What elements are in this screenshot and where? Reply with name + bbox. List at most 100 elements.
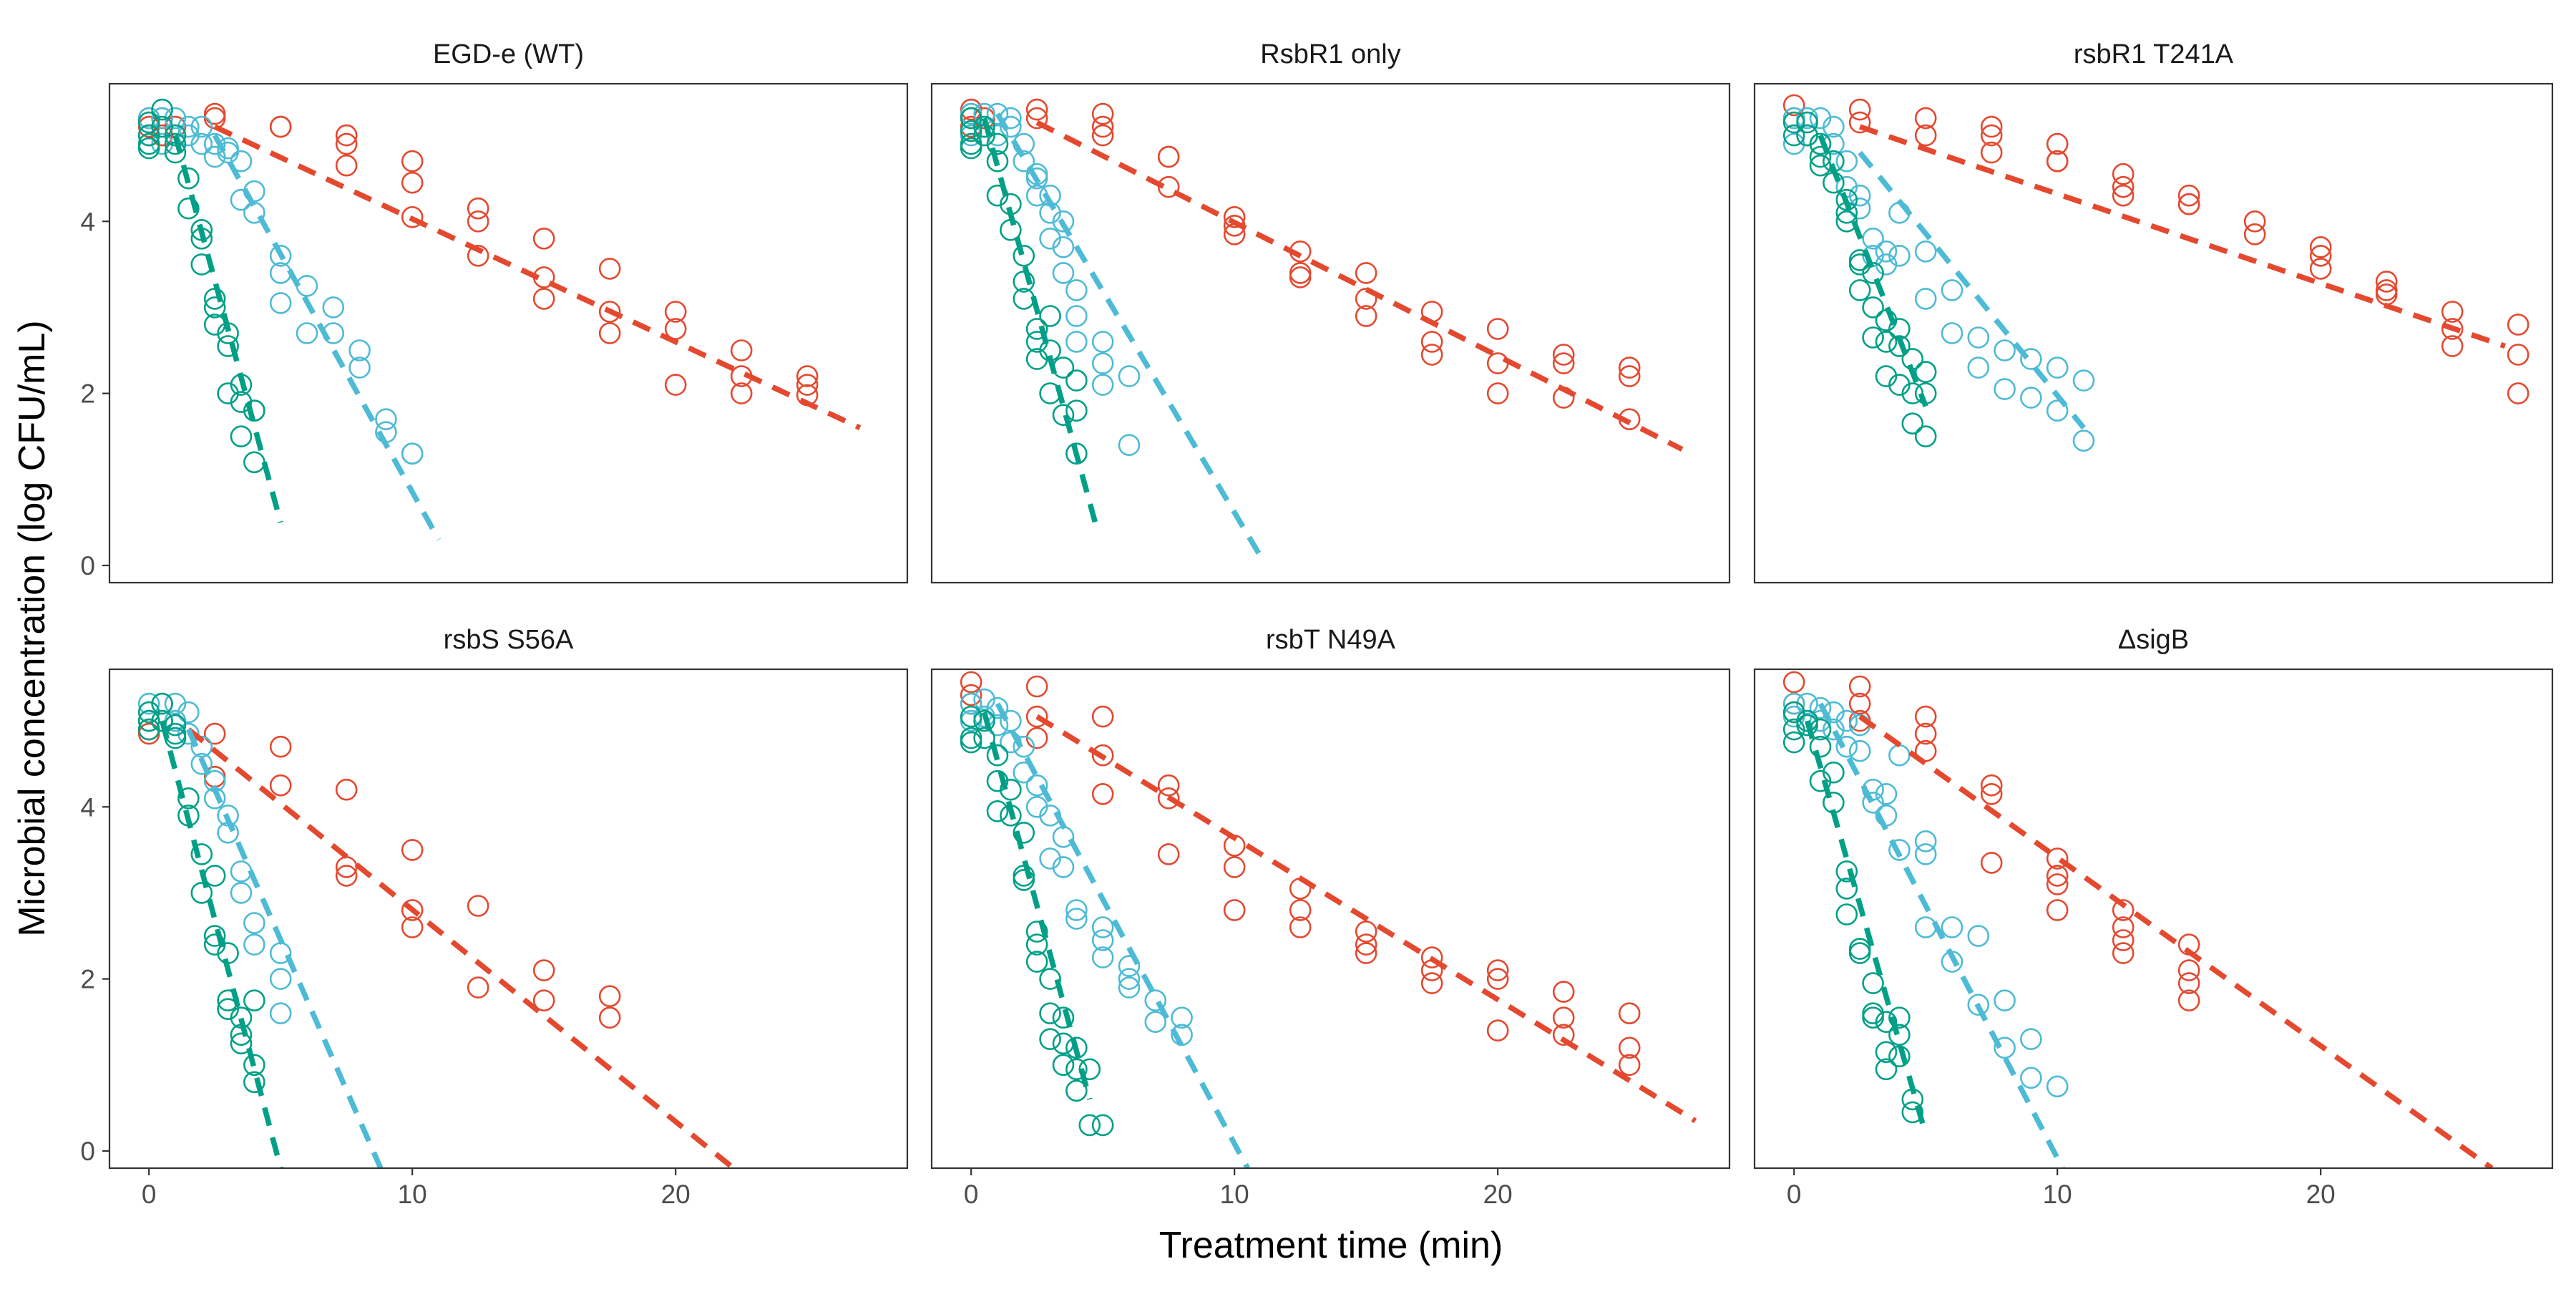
data-point-red: [1420, 946, 1443, 968]
data-point-blue: [1118, 434, 1141, 457]
data-point-green: [1888, 1045, 1911, 1068]
data-point-blue: [1848, 739, 1871, 762]
data-point-blue: [1091, 374, 1114, 396]
data-point-blue: [190, 752, 213, 775]
panel-border: [1753, 668, 2554, 1170]
fit-line-blue: [995, 112, 1264, 558]
data-point-green: [1013, 869, 1035, 891]
data-point-green: [1065, 399, 1088, 422]
data-point-green: [1875, 1041, 1898, 1064]
x-tick-label: 20: [1483, 1180, 1513, 1209]
data-point-red: [2177, 959, 2200, 981]
data-point-red: [1980, 774, 2003, 797]
data-point-green: [1025, 951, 1048, 973]
data-point-blue: [401, 442, 424, 465]
data-point-red: [1618, 1054, 1641, 1077]
data-point-blue: [1914, 288, 1937, 310]
data-point-red: [2177, 193, 2200, 215]
y-tick-label: 0: [80, 1137, 95, 1166]
data-point-green: [1823, 761, 1845, 784]
data-point-green: [1835, 860, 1858, 883]
fit-line-red: [1035, 714, 1697, 1124]
data-point-green: [960, 731, 982, 754]
data-point-green: [177, 197, 200, 220]
data-point-red: [335, 132, 358, 155]
data-point-blue: [1848, 184, 1871, 207]
data-point-red: [467, 976, 489, 999]
fit-line-blue: [212, 134, 441, 541]
data-point-red: [1552, 981, 1575, 1003]
panel-data: [1782, 671, 2494, 1168]
data-point-red: [2507, 382, 2529, 404]
data-point-green: [243, 1071, 265, 1094]
data-point-red: [1289, 916, 1312, 938]
panel-data: [960, 98, 1684, 558]
data-point-green: [137, 709, 160, 732]
data-point-green: [1809, 735, 1832, 758]
data-point-blue: [322, 296, 345, 319]
data-point-blue: [1118, 968, 1141, 990]
data-point-blue: [269, 968, 292, 990]
data-point-blue: [177, 701, 200, 724]
data-point-red: [1091, 115, 1114, 138]
data-point-green: [230, 425, 253, 448]
data-point-red: [2046, 150, 2069, 173]
data-point-red: [401, 171, 424, 194]
y-tick-label: 4: [80, 207, 95, 236]
data-point-red: [664, 374, 687, 396]
data-point-red: [2441, 301, 2464, 323]
data-point-red: [1486, 959, 1509, 981]
data-point-green: [960, 137, 982, 160]
data-point-blue: [1994, 378, 2016, 400]
data-point-red: [1025, 98, 1048, 121]
data-point-green: [1025, 921, 1048, 943]
data-point-red: [1091, 783, 1114, 805]
fit-line-red: [213, 124, 862, 431]
data-point-red: [1552, 1024, 1575, 1046]
data-point-red: [1914, 705, 1937, 728]
data-point-red: [1289, 266, 1312, 288]
data-point-red: [1091, 124, 1114, 147]
data-point-red: [1618, 1036, 1641, 1059]
data-point-red: [1091, 744, 1114, 767]
panel-border: [108, 668, 909, 1170]
data-point-blue: [1025, 167, 1048, 190]
data-point-red: [598, 322, 621, 344]
data-point-blue: [1052, 235, 1075, 258]
data-point-red: [1091, 102, 1114, 125]
data-point-green: [1091, 1114, 1114, 1137]
data-point-blue: [1025, 774, 1048, 797]
y-tick-label: 2: [80, 379, 95, 409]
data-point-blue: [2020, 348, 2042, 370]
data-point-red: [269, 774, 292, 797]
data-point-red: [1025, 705, 1048, 728]
data-point-green: [1796, 714, 1818, 737]
x-tick-label: 0: [142, 1180, 157, 1209]
data-point-red: [335, 154, 358, 177]
data-point-green: [960, 120, 982, 142]
data-point-green: [1835, 878, 1858, 900]
data-point-blue: [2046, 1075, 2069, 1098]
data-point-green: [190, 882, 213, 904]
data-point-red: [1025, 675, 1048, 698]
data-point-blue: [1091, 929, 1114, 951]
data-point-blue: [1914, 830, 1937, 853]
data-point-red: [1486, 1019, 1509, 1041]
data-point-blue: [137, 692, 160, 715]
data-point-red: [960, 684, 982, 706]
data-point-blue: [2072, 369, 2095, 392]
data-point-blue: [190, 115, 213, 138]
data-point-green: [1039, 1002, 1061, 1024]
data-point-blue: [1091, 946, 1114, 968]
data-point-blue: [1091, 352, 1114, 374]
data-point-green: [1862, 296, 1884, 319]
data-point-blue: [1967, 925, 1990, 947]
data-point-blue: [1941, 916, 1963, 938]
data-point-red: [2507, 314, 2529, 336]
data-point-blue: [2046, 399, 2069, 422]
data-point-red: [2112, 899, 2135, 921]
panel-3: rsbR1 T241A: [1753, 39, 2554, 584]
data-point-red: [1289, 899, 1312, 921]
data-point-red: [2375, 271, 2398, 293]
data-point-red: [1355, 288, 1377, 310]
